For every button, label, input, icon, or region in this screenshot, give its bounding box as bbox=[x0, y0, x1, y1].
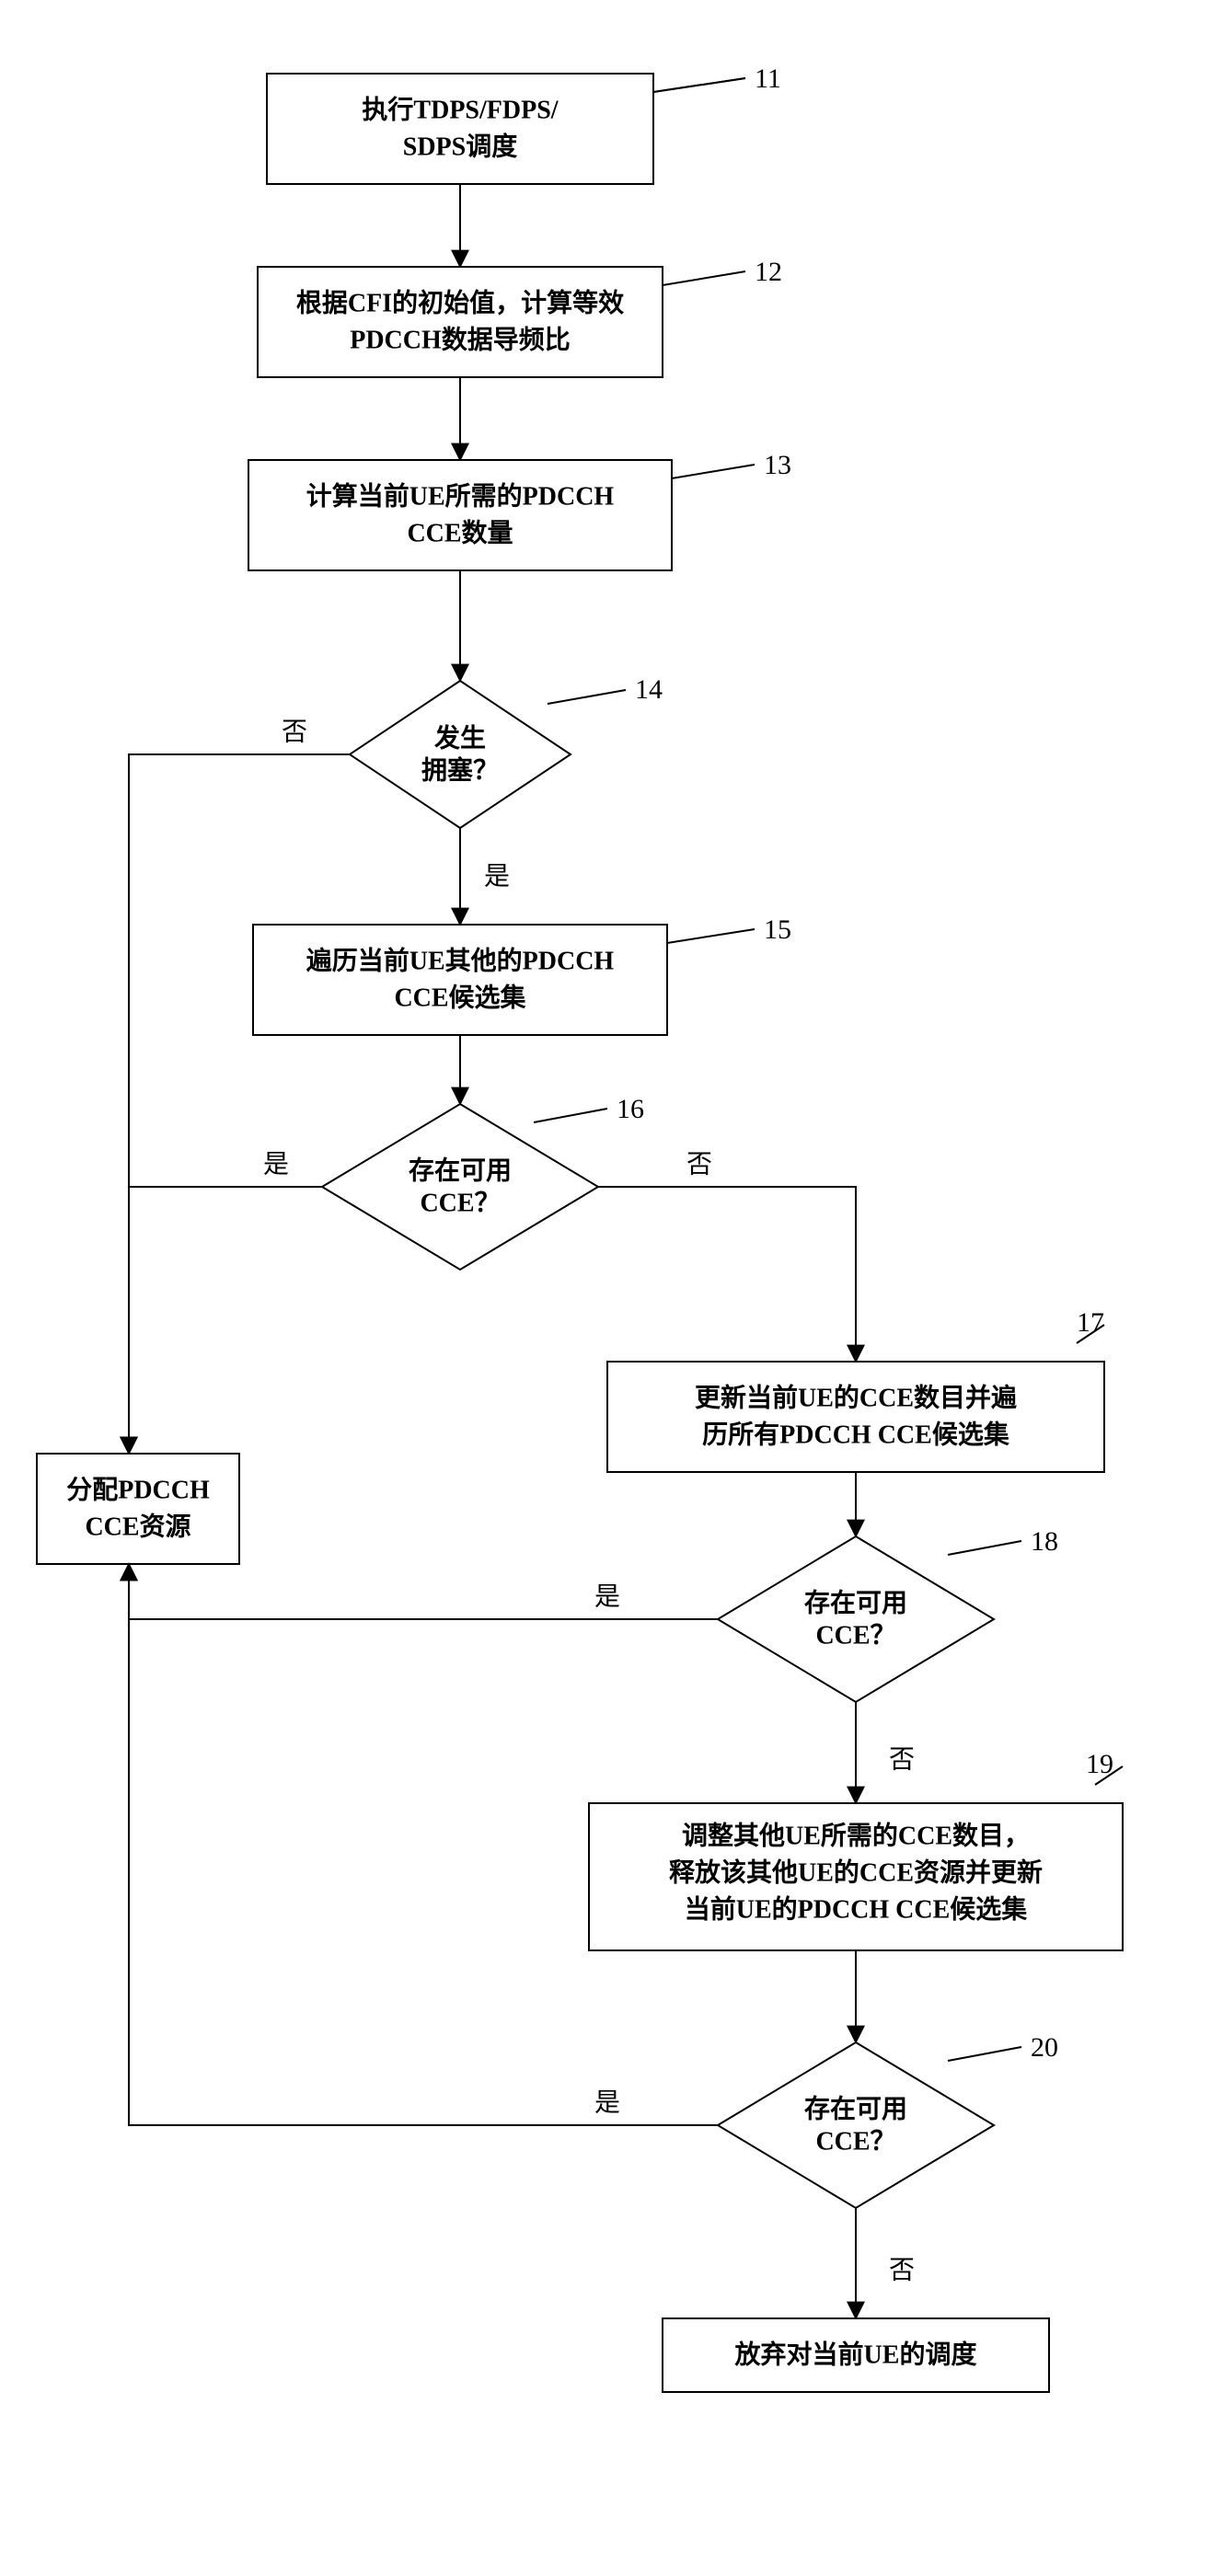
label-15: 15 bbox=[764, 914, 791, 945]
node-12: 根据CFI的初始值，计算等效 PDCCH数据导频比 bbox=[258, 267, 663, 377]
node-17-line2: 历所有PDCCH CCE候选集 bbox=[702, 1420, 1009, 1449]
node-11-line2: SDPS调度 bbox=[403, 132, 517, 161]
node-19-line1: 调整其他UE所需的CCE数目， bbox=[682, 1820, 1030, 1850]
node-17: 更新当前UE的CCE数目并遍 历所有PDCCH CCE候选集 bbox=[607, 1362, 1104, 1472]
node-13-line1: 计算当前UE所需的PDCCH bbox=[306, 480, 615, 511]
node-18: 存在可用 CCE？ bbox=[718, 1536, 994, 1702]
label-18: 18 bbox=[1031, 1526, 1058, 1557]
node-12-line1: 根据CFI的初始值，计算等效 bbox=[296, 287, 624, 317]
label-14: 14 bbox=[635, 674, 663, 705]
node-18-line1: 存在可用 bbox=[804, 1587, 907, 1617]
edge-20-no: 否 bbox=[889, 2256, 915, 2284]
node-alloc-line2: CCE资源 bbox=[85, 1512, 190, 1541]
label-19: 19 bbox=[1086, 1749, 1113, 1779]
node-12-line2: PDCCH数据导频比 bbox=[350, 325, 571, 354]
label-20: 20 bbox=[1031, 2032, 1058, 2063]
node-16: 存在可用 CCE？ bbox=[322, 1104, 598, 1270]
edge-16-no: 否 bbox=[686, 1150, 712, 1179]
node-20-line1: 存在可用 bbox=[804, 2093, 907, 2123]
node-alloc: 分配PDCCH CCE资源 bbox=[37, 1454, 239, 1564]
edge-14-yes: 是 bbox=[484, 862, 510, 891]
label-11: 11 bbox=[755, 63, 781, 94]
node-13-line2: CCE数量 bbox=[407, 518, 513, 547]
node-20-line2: CCE？ bbox=[815, 2127, 895, 2156]
node-11: 执行TDPS/FDPS/ SDPS调度 bbox=[267, 74, 653, 184]
edge-18-no: 否 bbox=[889, 1745, 915, 1774]
label-12: 12 bbox=[755, 257, 782, 287]
node-19-line3: 当前UE的PDCCH CCE候选集 bbox=[685, 1893, 1028, 1924]
node-14: 发生 拥塞？ bbox=[350, 681, 571, 828]
node-drop: 放弃对当前UE的调度 bbox=[663, 2318, 1049, 2392]
node-16-line1: 存在可用 bbox=[409, 1155, 512, 1185]
node-14-line2: 拥塞？ bbox=[421, 754, 499, 785]
label-13: 13 bbox=[764, 450, 791, 480]
label-16: 16 bbox=[617, 1094, 644, 1124]
node-19: 调整其他UE所需的CCE数目， 释放该其他UE的CCE资源并更新 当前UE的PD… bbox=[589, 1803, 1123, 1950]
node-14-line1: 发生 bbox=[433, 722, 486, 753]
node-20: 存在可用 CCE？ bbox=[718, 2042, 994, 2208]
edge-20-yes: 是 bbox=[594, 2088, 620, 2117]
edge-18-yes: 是 bbox=[594, 1582, 620, 1611]
node-alloc-line1: 分配PDCCH bbox=[66, 1475, 210, 1504]
node-15: 遍历当前UE其他的PDCCH CCE候选集 bbox=[253, 925, 667, 1035]
node-15-line1: 遍历当前UE其他的PDCCH bbox=[306, 945, 615, 975]
node-13: 计算当前UE所需的PDCCH CCE数量 bbox=[248, 460, 672, 570]
node-17-line1: 更新当前UE的CCE数目并遍 bbox=[695, 1382, 1017, 1412]
node-15-line2: CCE候选集 bbox=[394, 983, 525, 1012]
edge-16-yes: 是 bbox=[263, 1150, 289, 1179]
label-17: 17 bbox=[1077, 1307, 1104, 1338]
node-16-line2: CCE？ bbox=[420, 1189, 500, 1217]
node-19-line2: 释放该其他UE的CCE资源并更新 bbox=[669, 1857, 1043, 1887]
node-11-line1: 执行TDPS/FDPS/ bbox=[362, 94, 559, 124]
node-drop-line1: 放弃对当前UE的调度 bbox=[734, 2339, 977, 2369]
edge-14-no: 否 bbox=[282, 718, 307, 746]
node-18-line2: CCE？ bbox=[815, 1621, 895, 1650]
